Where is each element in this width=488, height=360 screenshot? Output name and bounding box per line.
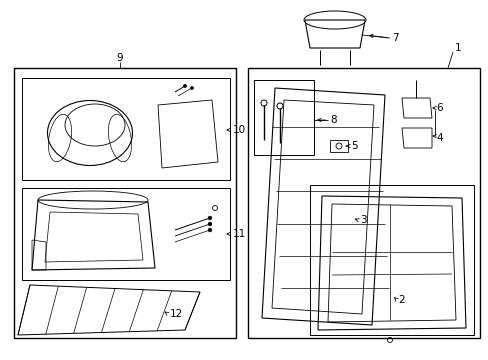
Text: 5: 5 — [350, 141, 357, 151]
Text: 2: 2 — [397, 295, 404, 305]
Text: 12: 12 — [170, 309, 183, 319]
Bar — [309, 185, 473, 335]
Bar — [22, 78, 229, 180]
Text: 10: 10 — [232, 125, 245, 135]
Bar — [247, 68, 479, 338]
Bar — [253, 80, 313, 155]
Text: 8: 8 — [329, 115, 336, 125]
Text: 7: 7 — [391, 33, 398, 43]
Text: 6: 6 — [435, 103, 442, 113]
Text: 3: 3 — [359, 215, 366, 225]
Text: 1: 1 — [454, 43, 461, 53]
Text: 4: 4 — [435, 133, 442, 143]
Text: 9: 9 — [117, 53, 123, 63]
Bar — [14, 68, 236, 338]
Bar — [22, 188, 229, 280]
Circle shape — [208, 216, 211, 220]
Circle shape — [190, 86, 193, 90]
Circle shape — [208, 228, 211, 232]
Text: 11: 11 — [232, 229, 246, 239]
Circle shape — [208, 222, 211, 226]
Circle shape — [183, 85, 186, 87]
